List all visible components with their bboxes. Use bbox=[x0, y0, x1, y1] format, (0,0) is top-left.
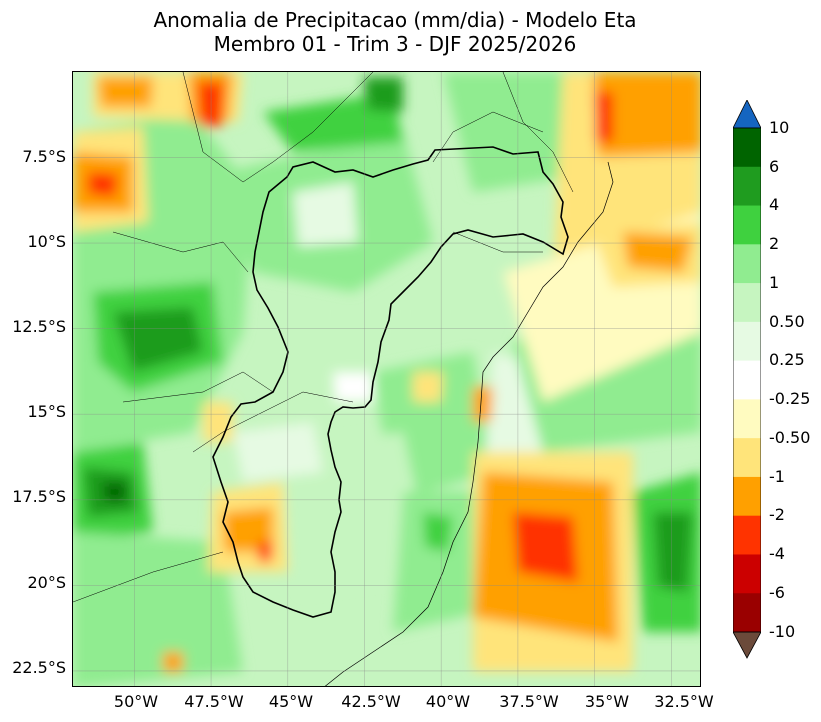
colorbar-segment bbox=[733, 476, 761, 517]
colorbar-segment bbox=[733, 128, 761, 168]
colorbar-segment bbox=[733, 360, 761, 400]
lon-label: 45°W bbox=[268, 692, 314, 711]
colorbar-tick-label: 10 bbox=[769, 118, 790, 137]
colorbar-segment bbox=[733, 205, 761, 245]
colorbar-tick-label: 0.25 bbox=[769, 350, 805, 369]
colorbar-tick-label: -10 bbox=[769, 622, 796, 641]
colorbar-tick-label: 6 bbox=[769, 157, 780, 176]
colorbar-segment bbox=[733, 244, 761, 284]
lat-label: 17.5°S bbox=[12, 487, 66, 506]
colorbar-segment bbox=[733, 321, 761, 362]
map-gridlines bbox=[73, 72, 700, 686]
lon-label: 32.5°W bbox=[654, 692, 714, 711]
chart-title-line2: Membro 01 - Trim 3 - DJF 2025/2026 bbox=[213, 32, 577, 56]
colorbar-tick-label: -6 bbox=[769, 583, 785, 602]
colorbar-segment bbox=[733, 166, 761, 207]
map-area bbox=[72, 71, 701, 687]
basin-outline bbox=[212, 146, 569, 618]
colorbar-segment bbox=[733, 283, 761, 323]
lon-label: 37.5°W bbox=[499, 692, 559, 711]
colorbar-segments bbox=[733, 128, 761, 633]
colorbar-tick-label: -0.50 bbox=[769, 428, 811, 447]
lon-label: 40°W bbox=[425, 692, 471, 711]
colorbar-segment bbox=[733, 438, 761, 478]
coastline bbox=[324, 161, 614, 686]
lat-label: 20°S bbox=[27, 573, 66, 592]
colorbar-tick-label: 2 bbox=[769, 234, 780, 253]
colorbar-segment bbox=[733, 593, 761, 633]
chart-title-line1: Anomalia de Precipitacao (mm/dia) - Mode… bbox=[153, 8, 637, 32]
state-borders bbox=[73, 72, 574, 603]
colorbar-extend-min bbox=[733, 631, 761, 659]
colorbar-tick-label: -1 bbox=[769, 467, 785, 486]
lat-label: 10°S bbox=[27, 232, 66, 251]
lon-label: 35°W bbox=[584, 692, 630, 711]
precipitation-anomaly-map bbox=[73, 72, 700, 686]
colorbar-segment bbox=[733, 399, 761, 439]
colorbar-tick-label: -4 bbox=[769, 544, 785, 563]
anomaly-fields bbox=[73, 72, 700, 686]
lon-label: 50°W bbox=[113, 692, 159, 711]
lon-label: 47.5°W bbox=[184, 692, 244, 711]
colorbar bbox=[733, 100, 761, 659]
lon-label: 42.5°W bbox=[341, 692, 401, 711]
lat-label: 12.5°S bbox=[12, 317, 66, 336]
colorbar-tick-label: 0.50 bbox=[769, 312, 805, 331]
colorbar-extend-max bbox=[733, 100, 761, 129]
colorbar-tick-label: 1 bbox=[769, 273, 780, 292]
lat-label: 15°S bbox=[27, 402, 66, 421]
lat-label: 22.5°S bbox=[12, 658, 66, 677]
colorbar-segment bbox=[733, 515, 761, 555]
colorbar-tick-label: 4 bbox=[769, 195, 780, 214]
colorbar-segment bbox=[733, 554, 761, 594]
lat-label: 7.5°S bbox=[22, 147, 66, 166]
colorbar-tick-label: -2 bbox=[769, 505, 785, 524]
colorbar-tick-label: -0.25 bbox=[769, 389, 811, 408]
